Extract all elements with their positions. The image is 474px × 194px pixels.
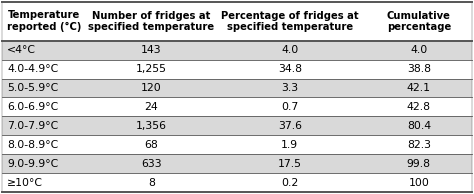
Text: 0.2: 0.2 [281, 178, 299, 188]
Bar [2, 135, 472, 154]
Text: 3.3: 3.3 [281, 83, 298, 93]
Text: 68: 68 [145, 140, 158, 150]
Text: 99.8: 99.8 [407, 159, 431, 169]
Text: 9.0-9.9°C: 9.0-9.9°C [7, 159, 58, 169]
Text: 8: 8 [148, 178, 155, 188]
Text: 6.0-6.9°C: 6.0-6.9°C [7, 102, 58, 112]
Text: 1.9: 1.9 [281, 140, 298, 150]
Text: 1,255: 1,255 [136, 64, 167, 74]
Text: 42.8: 42.8 [407, 102, 431, 112]
Text: 82.3: 82.3 [407, 140, 431, 150]
Text: Temperature
reported (°C): Temperature reported (°C) [7, 10, 82, 32]
Text: Number of fridges at
specified temperature: Number of fridges at specified temperatu… [88, 10, 214, 32]
Text: 8.0-8.9°C: 8.0-8.9°C [7, 140, 58, 150]
Bar [2, 79, 472, 98]
Bar [2, 97, 472, 116]
Text: 34.8: 34.8 [278, 64, 302, 74]
Text: Percentage of fridges at
specified temperature: Percentage of fridges at specified tempe… [221, 10, 359, 32]
Text: Cumulative
percentage: Cumulative percentage [387, 10, 451, 32]
Bar [2, 41, 472, 60]
Text: 120: 120 [141, 83, 162, 93]
Text: 1,356: 1,356 [136, 121, 167, 131]
Bar [2, 173, 472, 192]
Text: 100: 100 [409, 178, 429, 188]
Text: 633: 633 [141, 159, 162, 169]
Text: 4.0: 4.0 [281, 45, 299, 55]
Bar [2, 154, 472, 173]
Text: ≥10°C: ≥10°C [7, 178, 43, 188]
Bar [2, 2, 472, 41]
Bar [2, 60, 472, 79]
Text: 42.1: 42.1 [407, 83, 431, 93]
Text: 24: 24 [145, 102, 158, 112]
Text: 38.8: 38.8 [407, 64, 431, 74]
Text: <4°C: <4°C [7, 45, 36, 55]
Text: 4.0-4.9°C: 4.0-4.9°C [7, 64, 58, 74]
Text: 4.0: 4.0 [410, 45, 428, 55]
Text: 17.5: 17.5 [278, 159, 302, 169]
Text: 37.6: 37.6 [278, 121, 302, 131]
Bar [2, 116, 472, 135]
Text: 80.4: 80.4 [407, 121, 431, 131]
Text: 143: 143 [141, 45, 162, 55]
Text: 0.7: 0.7 [281, 102, 299, 112]
Text: 5.0-5.9°C: 5.0-5.9°C [7, 83, 58, 93]
Text: 7.0-7.9°C: 7.0-7.9°C [7, 121, 58, 131]
